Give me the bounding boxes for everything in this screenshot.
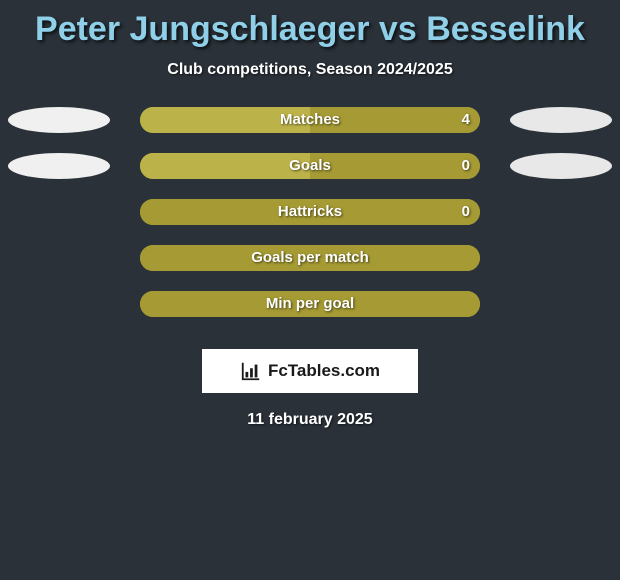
player-a-ellipse	[8, 107, 110, 133]
player-b-ellipse	[510, 107, 612, 133]
bar-fill-a	[140, 153, 310, 179]
page-title: Peter Jungschlaeger vs Besselink	[0, 0, 620, 49]
bar-fill-b	[310, 153, 480, 179]
subtitle: Club competitions, Season 2024/2025	[0, 61, 620, 79]
stat-bar: Min per goal	[140, 291, 480, 317]
stat-bar: Matches4	[140, 107, 480, 133]
stat-row: Goals per match	[0, 245, 620, 291]
bar-fill-b	[140, 199, 480, 225]
bar-fill-b	[140, 245, 480, 271]
stat-row: Matches4	[0, 107, 620, 153]
bar-fill-b	[310, 107, 480, 133]
stat-bar: Goals0	[140, 153, 480, 179]
date-text: 11 february 2025	[0, 411, 620, 429]
stat-row: Goals0	[0, 153, 620, 199]
stat-bar: Hattricks0	[140, 199, 480, 225]
bar-fill-a	[140, 107, 310, 133]
bar-fill-b	[140, 291, 480, 317]
brand-badge: FcTables.com	[202, 349, 418, 393]
player-a-ellipse	[8, 153, 110, 179]
stat-row: Hattricks0	[0, 199, 620, 245]
chart-icon	[240, 360, 262, 382]
brand-text: FcTables.com	[268, 361, 380, 381]
stats-rows: Matches4 Goals0 Hattricks0 Goals per match M…	[0, 107, 620, 337]
stat-row: Min per goal	[0, 291, 620, 337]
player-b-ellipse	[510, 153, 612, 179]
stat-bar: Goals per match	[140, 245, 480, 271]
